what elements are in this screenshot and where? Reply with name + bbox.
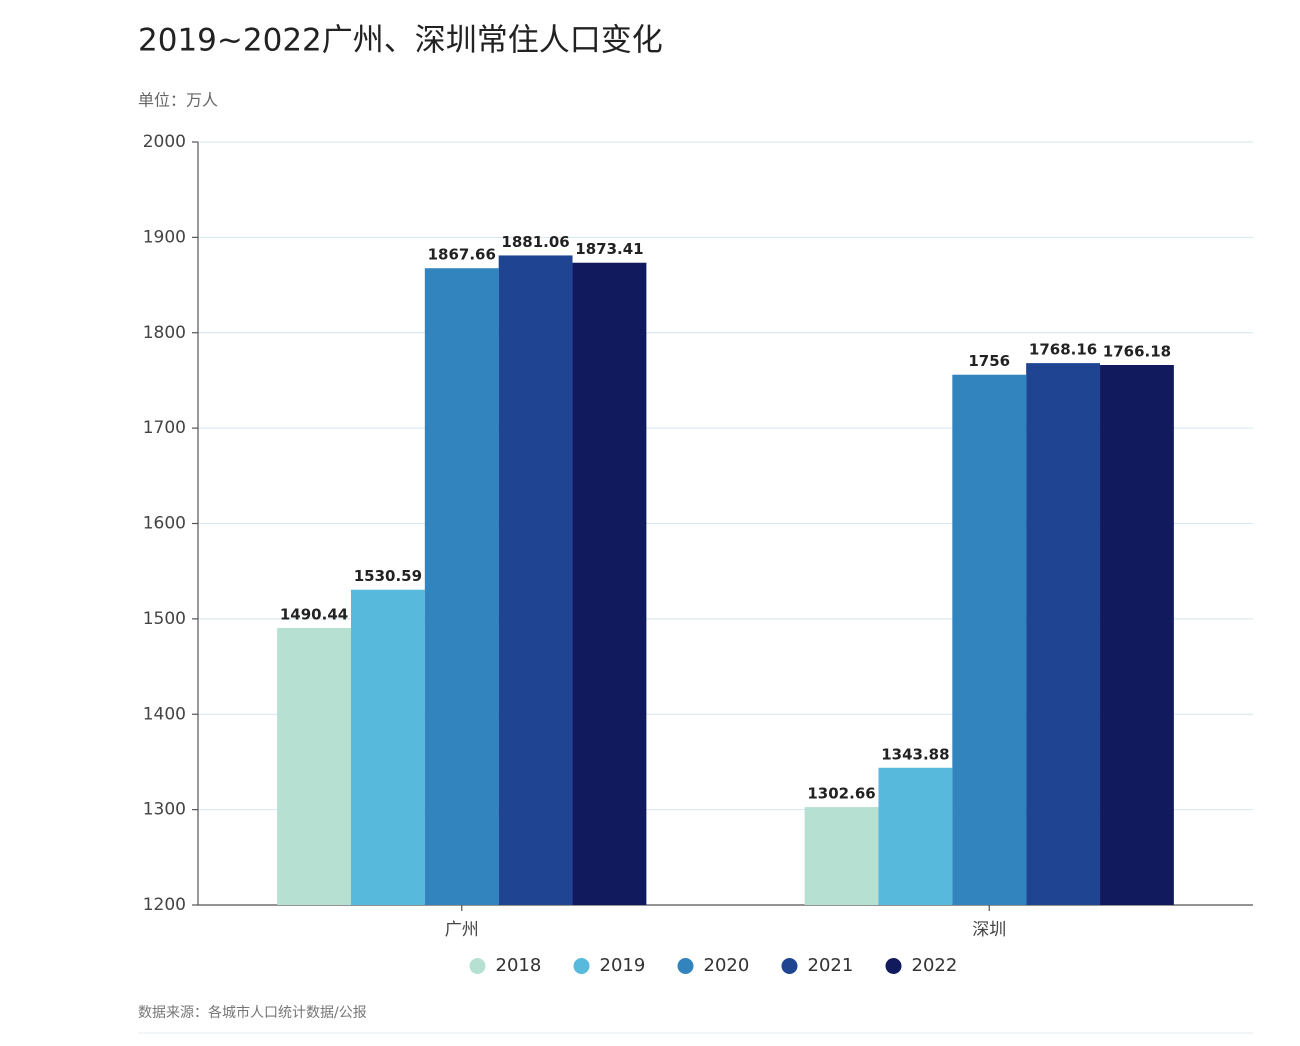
- chart-subtitle: 单位：万人: [138, 91, 218, 110]
- legend-label: 2021: [808, 955, 854, 976]
- bar: [1100, 365, 1174, 905]
- data-label: 1881.06: [501, 233, 569, 251]
- legend-swatch: [573, 958, 590, 974]
- y-tick-label: 1400: [143, 704, 186, 724]
- legend-swatch: [469, 958, 486, 974]
- y-tick-label: 1900: [143, 227, 186, 247]
- data-label: 1768.16: [1029, 341, 1097, 359]
- bar: [350, 589, 425, 905]
- legend-swatch: [781, 958, 798, 974]
- legend-swatch: [885, 958, 902, 974]
- legend-label: 2018: [496, 955, 542, 976]
- legend-label: 2020: [704, 955, 750, 976]
- bar: [277, 627, 351, 905]
- data-label: 1756: [968, 352, 1010, 370]
- data-label: 1530.59: [354, 567, 422, 585]
- y-tick-label: 2000: [143, 132, 186, 152]
- legend-label: 2022: [912, 955, 958, 976]
- y-tick-label: 1200: [143, 895, 186, 915]
- data-label: 1490.44: [280, 605, 348, 623]
- y-tick-label: 1600: [143, 514, 186, 534]
- data-label: 1766.18: [1103, 343, 1171, 361]
- data-label: 1343.88: [881, 745, 949, 763]
- bar: [804, 807, 879, 905]
- bar: [878, 767, 953, 905]
- data-label: 1873.41: [575, 240, 643, 258]
- data-label: 1867.66: [428, 246, 496, 264]
- bar: [498, 255, 573, 905]
- y-tick-label: 1700: [143, 418, 186, 438]
- bar: [424, 268, 499, 906]
- y-tick-label: 1500: [143, 609, 186, 629]
- source-note: 数据来源：各城市人口统计数据/公报: [138, 1004, 367, 1021]
- chart-title: 2019~2022广州、深圳常住人口变化: [138, 23, 663, 59]
- y-tick-label: 1800: [143, 323, 186, 343]
- legend-swatch: [677, 958, 694, 974]
- data-label: 1302.66: [807, 785, 875, 803]
- bar: [1026, 363, 1101, 905]
- bar: [572, 262, 647, 905]
- bar: [952, 374, 1027, 906]
- x-tick-label: 广州: [445, 920, 479, 940]
- x-tick-label: 深圳: [972, 920, 1006, 940]
- y-tick-label: 1300: [143, 800, 186, 820]
- legend-label: 2019: [600, 955, 646, 976]
